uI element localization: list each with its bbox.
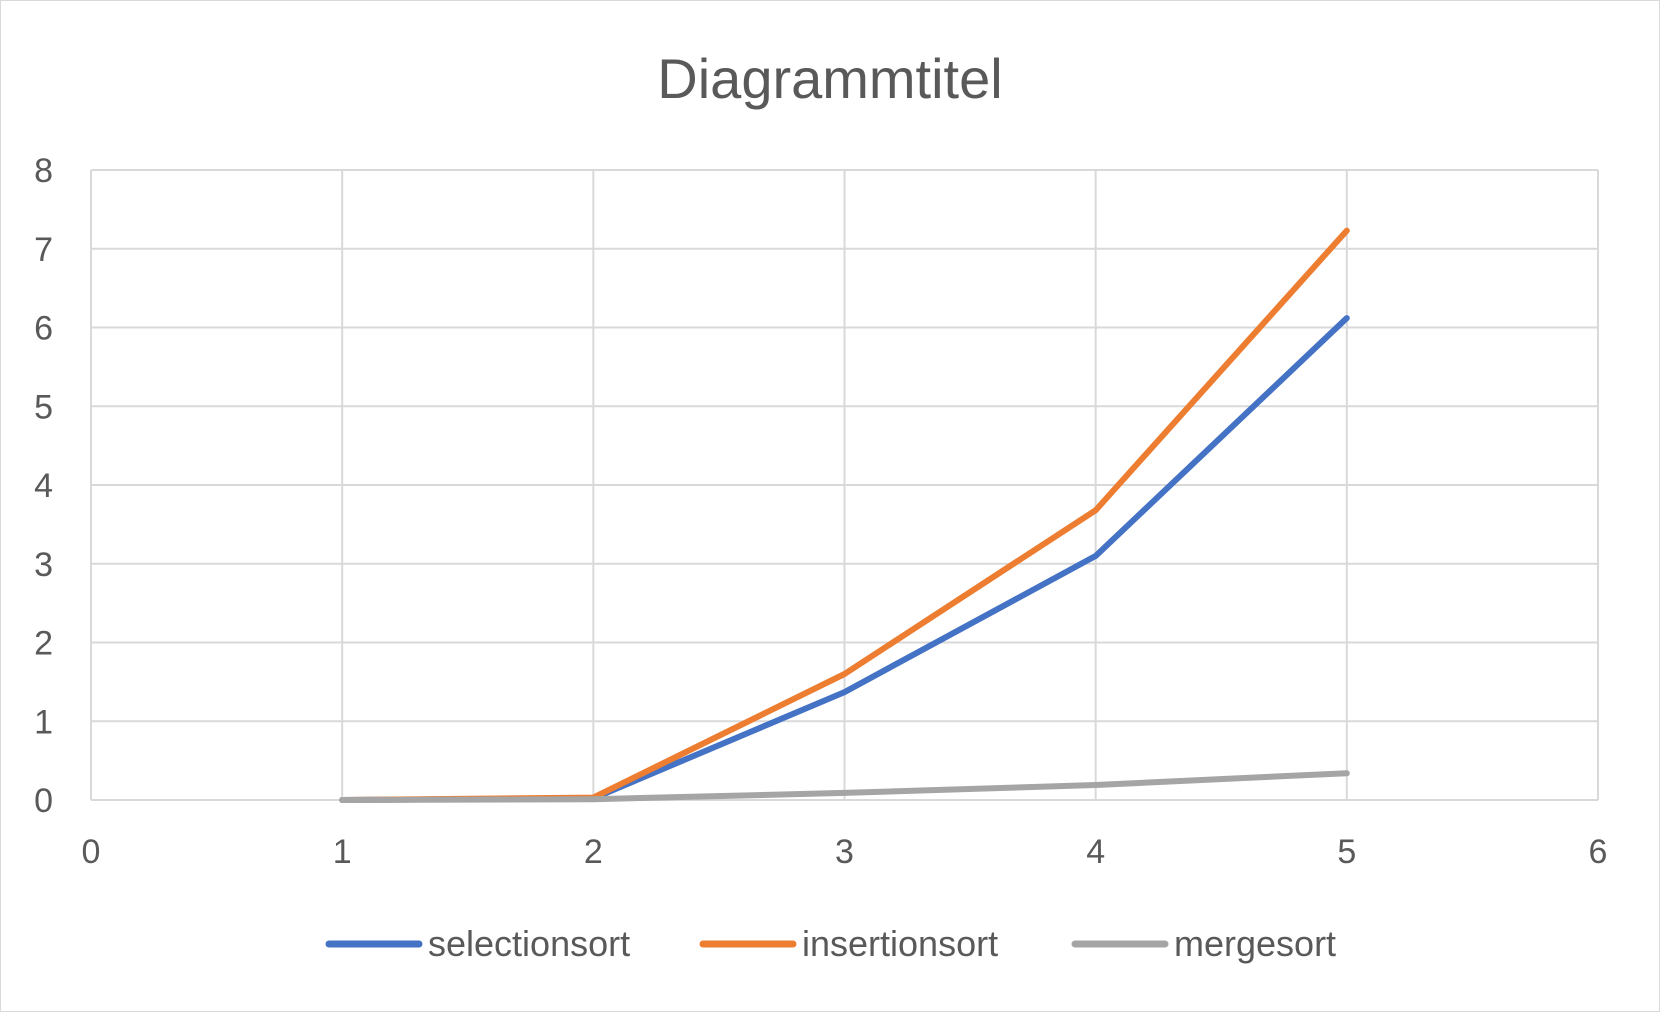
y-tick-label: 8 xyxy=(34,152,53,190)
x-tick-label: 2 xyxy=(584,833,603,871)
y-tick-label: 5 xyxy=(34,388,53,426)
y-tick-label: 7 xyxy=(34,231,53,269)
x-tick-label: 1 xyxy=(333,833,352,871)
x-tick-label: 6 xyxy=(1589,833,1608,871)
y-tick-label: 2 xyxy=(34,625,53,663)
legend-label-selectionsort: selectionsort xyxy=(428,923,630,964)
series-lines xyxy=(339,227,1350,803)
y-tick-label: 1 xyxy=(34,703,53,741)
x-tick-label: 4 xyxy=(1086,833,1105,871)
x-tick-label: 0 xyxy=(82,833,101,871)
series-line-mergesort xyxy=(339,770,1350,803)
y-tick-label: 0 xyxy=(34,782,53,820)
gridlines xyxy=(91,169,1599,800)
y-tick-label: 6 xyxy=(34,310,53,348)
chart-title: Diagrammtitel xyxy=(657,47,1002,110)
y-tick-label: 4 xyxy=(34,467,53,505)
axes: 0 1 2 3 4 5 6 7 8 0 1 2 3 4 5 6 xyxy=(34,152,1607,871)
legend: selectionsort insertionsort mergesort xyxy=(325,923,1336,964)
y-tick-label: 3 xyxy=(34,546,53,584)
x-tick-label: 3 xyxy=(835,833,854,871)
x-tick-label: 5 xyxy=(1337,833,1356,871)
legend-label-insertionsort: insertionsort xyxy=(802,923,998,964)
legend-label-mergesort: mergesort xyxy=(1174,923,1336,964)
